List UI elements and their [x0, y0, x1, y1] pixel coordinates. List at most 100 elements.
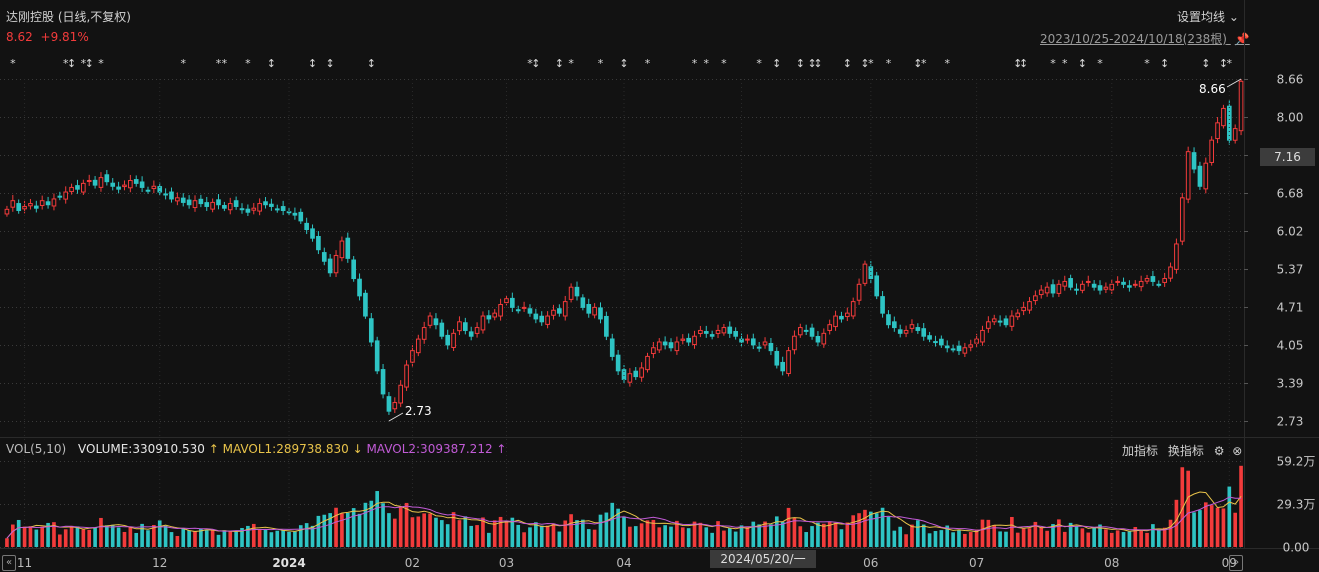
scroll-right-button[interactable]: »: [1229, 555, 1243, 571]
candle-body: [510, 297, 515, 308]
pin-icon[interactable]: 📌: [1234, 32, 1250, 46]
candle-body: [486, 315, 492, 320]
candle-body: [944, 345, 950, 349]
volume-bar: [52, 522, 56, 547]
last-price: 8.62: [6, 30, 33, 44]
volume-bar: [416, 516, 421, 547]
candle: [1144, 274, 1150, 285]
volume-bar: [727, 528, 732, 547]
candle-body: [1009, 315, 1015, 327]
candle: [786, 346, 791, 377]
ma-settings-button[interactable]: 设置均线 ⌄: [1177, 8, 1239, 25]
event-marker-icon: *: [921, 57, 927, 70]
event-marker-icon: *: [1097, 57, 1103, 70]
volume-bar: [210, 529, 215, 547]
scroll-left-button[interactable]: «: [2, 555, 16, 571]
volume-bar: [1045, 530, 1049, 547]
candle-body: [468, 331, 474, 337]
candle: [645, 352, 650, 373]
candle-body: [786, 350, 791, 374]
candle: [827, 319, 833, 335]
candle: [133, 175, 139, 187]
candle: [1156, 280, 1162, 288]
event-marker-icon: *: [180, 57, 186, 70]
event-marker-icon: ↕: [1019, 57, 1028, 70]
candle: [956, 340, 962, 356]
volume-bar: [204, 530, 209, 547]
candle: [1150, 270, 1156, 287]
candle: [921, 323, 927, 341]
volume-bar: [387, 513, 391, 547]
volume-bar: [663, 525, 667, 547]
y-tick-label: 8.00: [1277, 111, 1304, 125]
candle: [45, 196, 51, 209]
volume-bar: [1174, 499, 1179, 547]
volume-bar: [1227, 486, 1232, 547]
candle: [639, 362, 644, 382]
x-tick-label: 11: [17, 556, 32, 570]
volume-bar: [745, 526, 750, 547]
candle: [627, 368, 633, 387]
candle: [592, 303, 597, 319]
event-marker-icon: *: [1144, 57, 1150, 70]
volume-bar: [898, 526, 903, 547]
volume-bar: [510, 517, 515, 547]
volume-bar: [28, 526, 33, 547]
candle-body: [892, 321, 897, 329]
volume-bar: [475, 525, 479, 547]
candle: [245, 204, 251, 217]
candle: [333, 250, 339, 278]
volume-bar: [187, 530, 191, 547]
close-icon[interactable]: ⊗: [1232, 444, 1243, 458]
candle: [862, 260, 868, 287]
volume-bar: [869, 511, 873, 547]
volume-bar: [751, 521, 756, 547]
volume-bar: [545, 525, 550, 547]
candle: [539, 311, 545, 326]
candle-body: [933, 341, 938, 344]
volume-bar: [304, 523, 309, 547]
candle: [474, 322, 480, 338]
candle: [39, 195, 45, 210]
candle: [574, 281, 580, 301]
volume-bar: [1092, 527, 1096, 547]
volume-bar: [633, 526, 638, 547]
event-marker-icon: ↕: [1013, 57, 1022, 70]
event-marker-icon: ↕: [67, 57, 76, 70]
candle-body: [1197, 165, 1203, 187]
candle: [257, 198, 262, 216]
candle-body: [1115, 280, 1120, 283]
candle-body: [1150, 276, 1156, 282]
event-marker-icon: ↕: [1078, 57, 1087, 70]
candle-body: [239, 208, 245, 211]
volume-bar: [451, 512, 456, 547]
add-indicator-button[interactable]: 加指标: [1122, 444, 1159, 458]
gear-icon[interactable]: ⚙: [1213, 444, 1225, 458]
candle: [392, 397, 398, 413]
candle-body: [98, 177, 104, 188]
switch-indicator-button[interactable]: 换指标: [1167, 444, 1204, 458]
candle-body: [186, 199, 192, 206]
candle: [351, 256, 356, 282]
candle: [227, 197, 233, 215]
volume-bar: [904, 534, 908, 547]
candle: [222, 201, 227, 212]
candle-body: [880, 296, 885, 314]
candle-body: [210, 201, 215, 210]
volume-bar: [1104, 529, 1108, 547]
volume-bar: [986, 519, 991, 547]
event-marker-icon: ↕: [1160, 57, 1169, 70]
volume-bar: [105, 525, 109, 547]
candle-body: [169, 191, 174, 200]
candle: [1033, 290, 1038, 305]
candle: [792, 330, 797, 355]
date-range[interactable]: 2023/10/25-2024/10/18(238根) 📌: [1040, 30, 1250, 47]
candle-body: [357, 278, 362, 297]
candle: [263, 197, 268, 209]
candle: [756, 341, 762, 352]
candle: [727, 321, 733, 338]
candle-body: [580, 297, 586, 308]
volume-bar: [199, 528, 203, 547]
candle: [991, 314, 997, 326]
